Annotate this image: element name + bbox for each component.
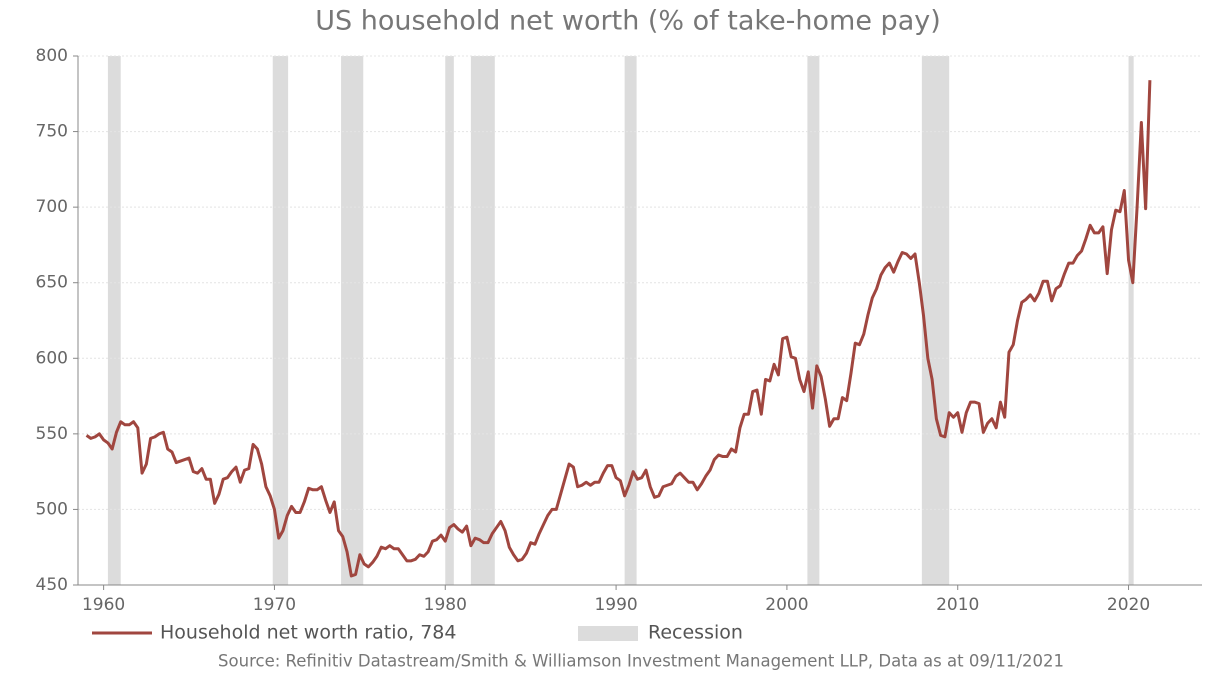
- recession-band: [107, 56, 121, 585]
- x-tick-label: 2010: [936, 595, 979, 615]
- recession-band: [807, 56, 820, 585]
- x-tick-label: 2020: [1107, 595, 1150, 615]
- chart-title: US household net worth (% of take-home p…: [315, 6, 941, 37]
- x-tick-label: 1980: [424, 595, 467, 615]
- recession-band: [470, 56, 495, 585]
- y-tick-label: 800: [36, 46, 68, 66]
- x-tick-label: 1960: [82, 595, 125, 615]
- x-tick-label: 1970: [253, 595, 296, 615]
- recession-band: [341, 56, 364, 585]
- recession-band: [272, 56, 289, 585]
- source-note: Source: Refinitiv Datastream/Smith & Wil…: [218, 652, 1064, 671]
- y-tick-label: 750: [36, 122, 68, 142]
- recession-band: [1128, 56, 1134, 585]
- legend-label: Recession: [648, 622, 743, 644]
- y-tick-label: 550: [36, 424, 68, 444]
- recession-band: [921, 56, 950, 585]
- legend-label: Household net worth ratio, 784: [160, 622, 456, 644]
- x-tick-label: 2000: [765, 595, 808, 615]
- y-tick-label: 650: [36, 273, 68, 293]
- data-line: [85, 80, 1152, 578]
- y-tick-label: 450: [36, 575, 68, 595]
- y-tick-label: 600: [36, 348, 68, 368]
- x-tick-label: 1990: [594, 595, 637, 615]
- recession-band: [624, 56, 637, 585]
- legend-swatch: [578, 626, 638, 641]
- y-tick-label: 700: [36, 197, 68, 217]
- recession-band: [445, 56, 454, 585]
- y-tick-label: 500: [36, 499, 68, 519]
